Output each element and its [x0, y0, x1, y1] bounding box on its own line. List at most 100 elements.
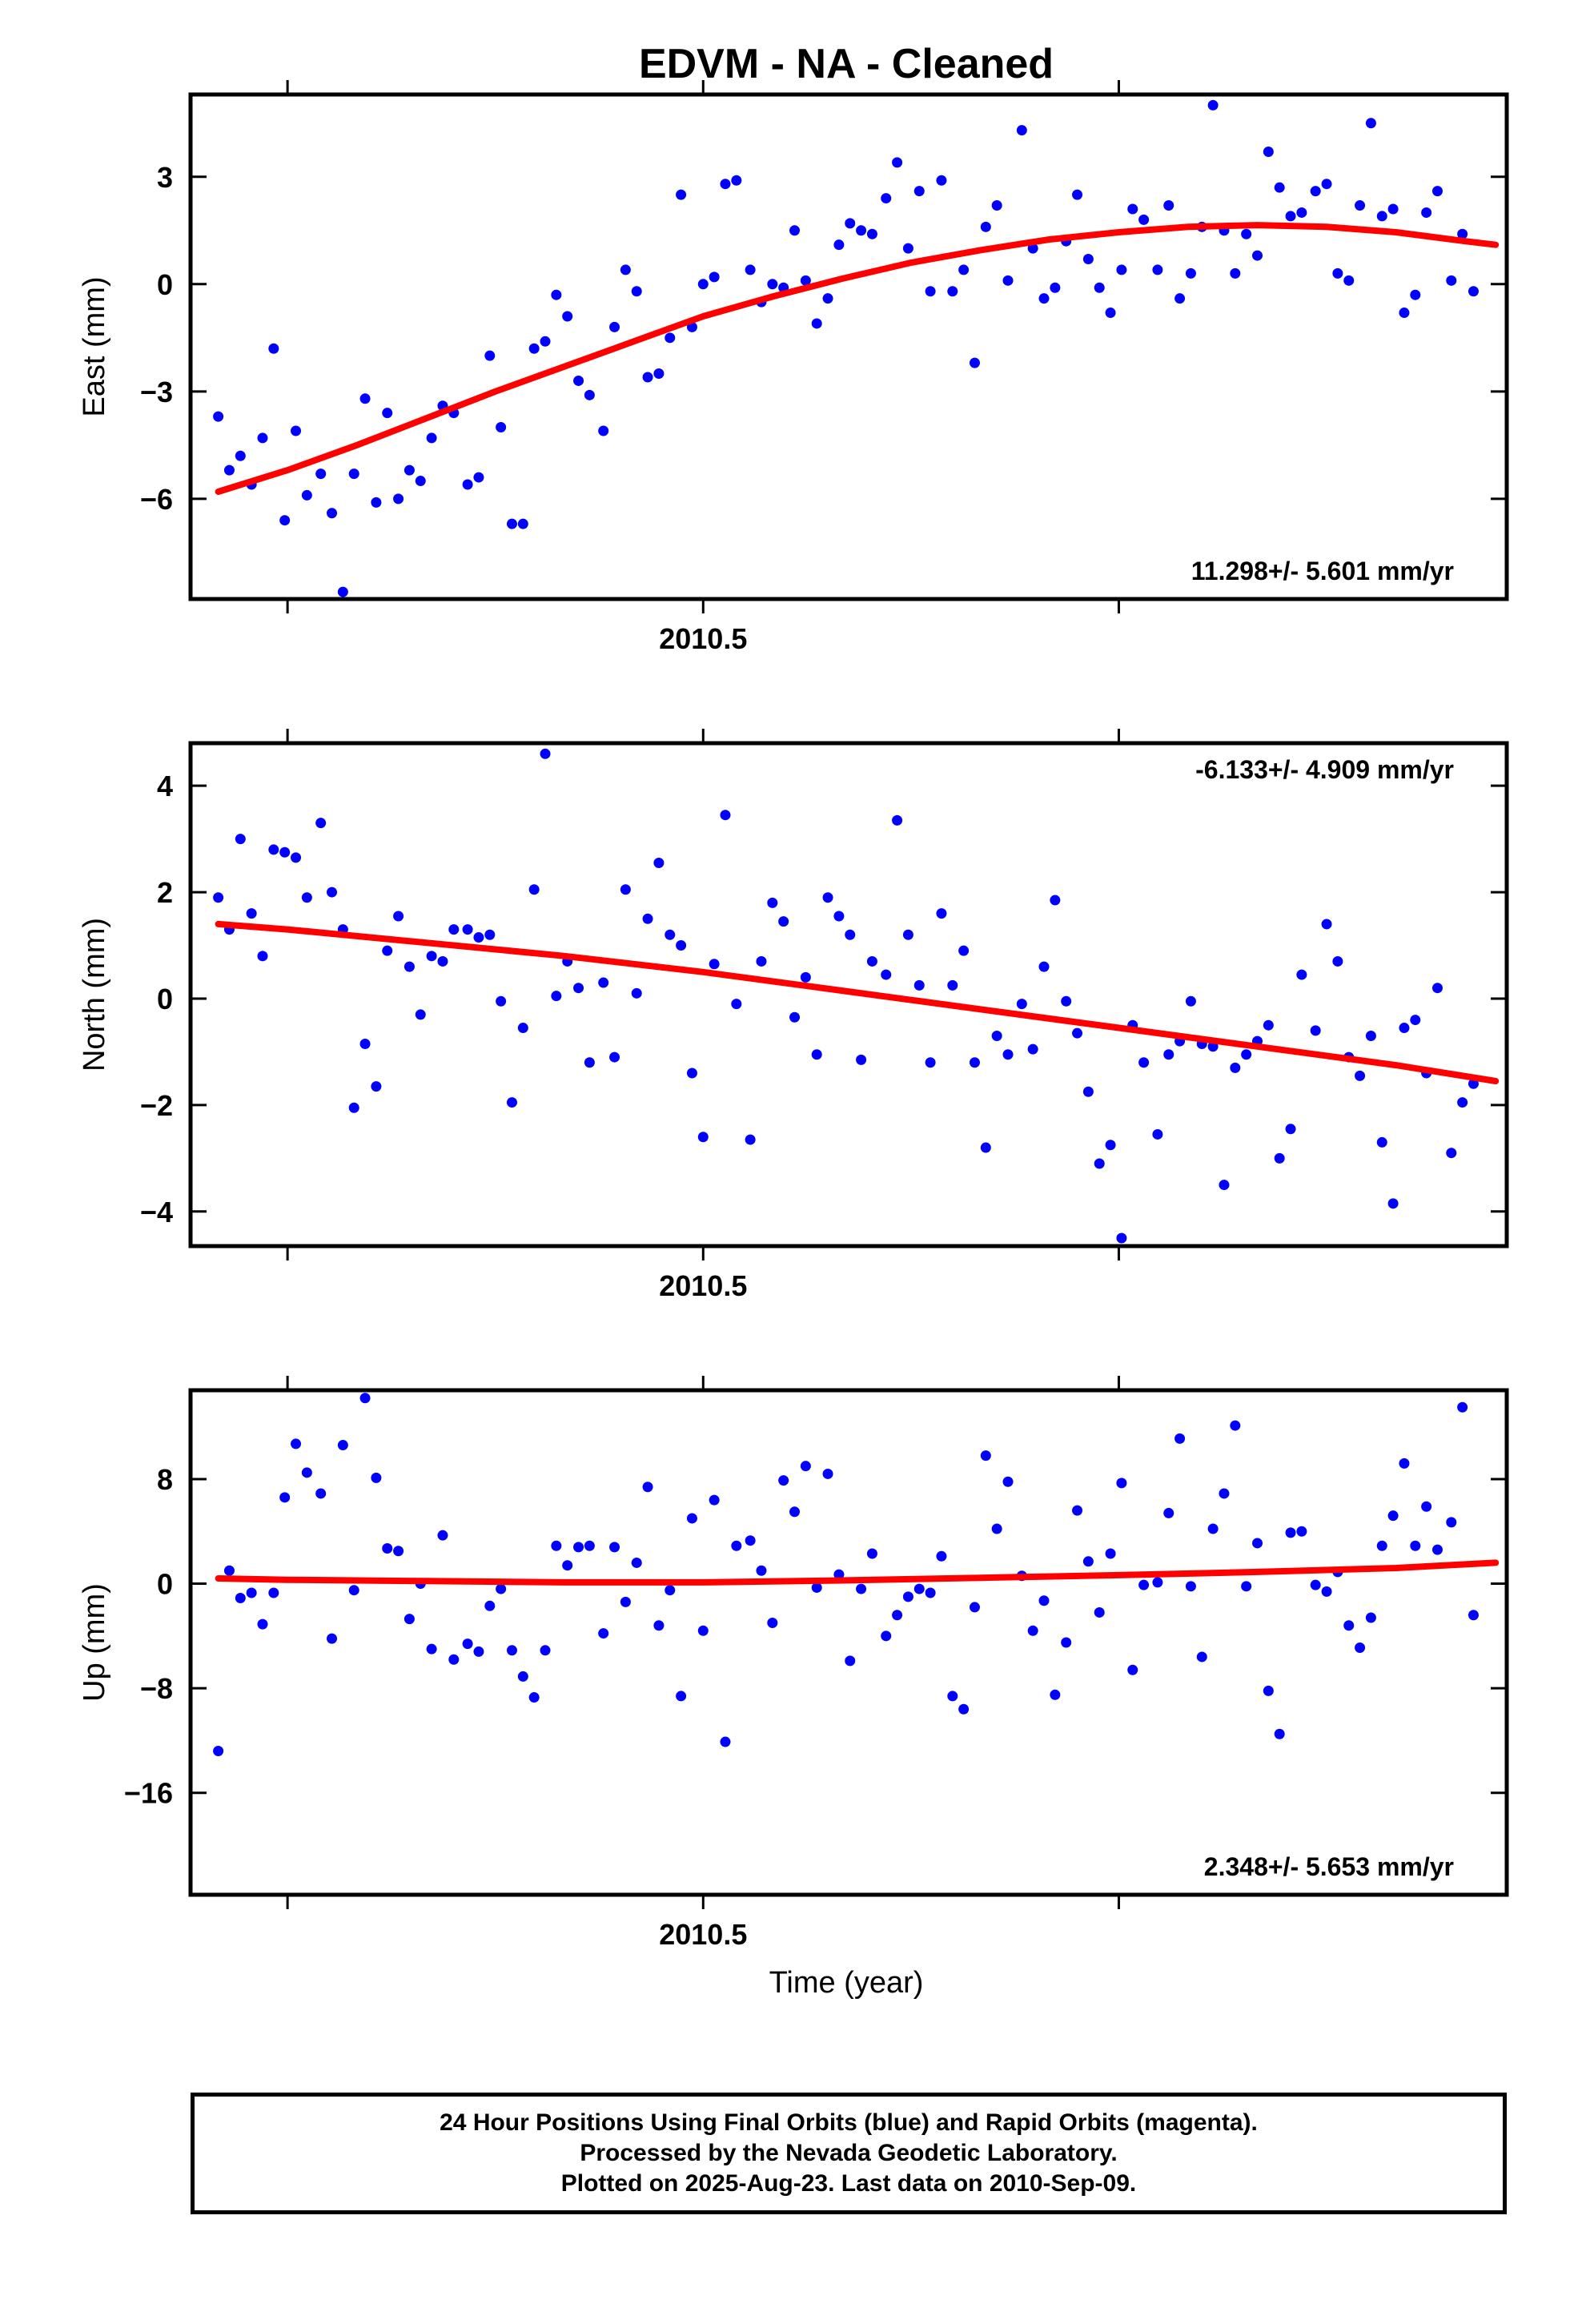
east-data-point	[925, 286, 936, 297]
up-data-point	[404, 1614, 415, 1625]
up-data-point	[1163, 1507, 1174, 1518]
east-data-point	[1296, 207, 1307, 218]
up-data-point	[1468, 1610, 1479, 1621]
east-data-point	[1038, 293, 1050, 304]
north-data-point	[415, 1009, 426, 1020]
up-data-point	[315, 1488, 327, 1499]
north-data-point	[1410, 1015, 1421, 1026]
east-data-point	[496, 422, 507, 433]
north-data-point	[1163, 1049, 1174, 1060]
east-data-point	[213, 411, 224, 422]
east-data-point	[642, 372, 653, 383]
up-data-point	[506, 1645, 517, 1656]
east-data-point	[991, 200, 1002, 211]
up-data-point	[631, 1557, 642, 1568]
east-data-point	[279, 515, 291, 526]
up-data-point	[462, 1638, 473, 1650]
east-data-point	[562, 311, 573, 322]
up-data-point	[991, 1523, 1002, 1534]
north-data-point	[811, 1049, 822, 1060]
east-data-point	[676, 189, 687, 200]
east-data-point	[359, 393, 371, 404]
up-data-point	[257, 1618, 268, 1630]
east-data-point	[866, 228, 877, 239]
east-data-point	[1138, 214, 1150, 225]
east-data-point	[709, 271, 720, 283]
up-data-point	[892, 1610, 903, 1621]
east-data-point	[598, 425, 609, 436]
north-data-point	[892, 814, 903, 826]
north-data-point	[235, 834, 246, 845]
north-data-point	[1002, 1049, 1014, 1060]
up-data-point	[1174, 1433, 1186, 1444]
east-data-point	[1241, 228, 1252, 239]
east-data-point	[1050, 282, 1061, 293]
east-data-point	[833, 239, 845, 251]
up-data-point	[540, 1645, 551, 1656]
up-data-point	[1252, 1538, 1263, 1549]
up-data-point	[279, 1492, 291, 1503]
east-rate-label: 11.298+/- 5.601 mm/yr	[1191, 557, 1454, 585]
north-data-point	[697, 1132, 709, 1143]
north-data-point	[642, 913, 653, 924]
north-data-point	[246, 908, 257, 919]
up-data-point	[925, 1587, 936, 1598]
north-data-point	[506, 1097, 517, 1108]
up-data-point	[327, 1633, 338, 1644]
up-data-point	[1457, 1401, 1468, 1413]
up-data-point	[1094, 1606, 1105, 1618]
east-data-point	[1152, 264, 1163, 275]
east-data-point	[1207, 99, 1219, 111]
up-data-point	[213, 1745, 224, 1756]
up-data-point	[1263, 1685, 1274, 1696]
east-data-point	[969, 357, 980, 368]
up-ytick-label: 8	[157, 1463, 173, 1496]
x-axis-title: Time (year)	[769, 1966, 924, 2000]
east-data-point	[902, 243, 913, 254]
east-data-point	[845, 218, 856, 229]
north-data-point	[496, 995, 507, 1007]
north-y-axis-title: North (mm)	[78, 918, 111, 1072]
east-data-point	[528, 343, 540, 354]
north-data-point	[1399, 1023, 1410, 1034]
north-data-point	[609, 1051, 620, 1063]
caption-line-2: Processed by the Nevada Geodetic Laborat…	[580, 2140, 1118, 2166]
north-data-point	[551, 991, 562, 1002]
north-data-point	[1332, 955, 1343, 967]
caption-line-3: Plotted on 2025-Aug-23. Last data on 201…	[560, 2170, 1137, 2197]
east-data-point	[822, 293, 833, 304]
north-data-point	[778, 916, 789, 927]
north-data-point	[437, 955, 448, 967]
north-data-point	[213, 892, 224, 903]
up-ytick-label: 0	[157, 1568, 173, 1601]
east-data-point	[393, 493, 404, 505]
up-data-point	[697, 1625, 709, 1636]
north-data-point	[1038, 961, 1050, 972]
north-data-point	[1457, 1097, 1468, 1108]
up-data-point	[528, 1692, 540, 1703]
east-xtick-label: 2010.5	[659, 622, 747, 655]
north-data-point	[1274, 1152, 1285, 1164]
north-data-point	[473, 932, 484, 943]
up-xtick-label: 2010.5	[659, 1918, 747, 1951]
up-data-point	[382, 1542, 393, 1554]
east-data-point	[1365, 118, 1376, 129]
east-data-point	[1027, 243, 1038, 254]
up-data-point	[1446, 1517, 1457, 1528]
north-data-point	[1027, 1043, 1038, 1055]
east-data-point	[936, 175, 947, 186]
east-data-point	[506, 518, 517, 529]
east-data-point	[551, 289, 562, 300]
up-data-point	[947, 1691, 958, 1702]
up-data-point	[1002, 1476, 1014, 1487]
up-data-point	[620, 1596, 631, 1607]
east-data-point	[720, 179, 731, 190]
up-data-point	[1138, 1579, 1150, 1590]
north-data-point	[902, 929, 913, 940]
north-data-point	[845, 929, 856, 940]
east-data-point	[404, 464, 415, 476]
east-data-point	[1127, 203, 1138, 215]
up-data-point	[676, 1691, 687, 1702]
north-data-point	[584, 1057, 595, 1068]
east-data-point	[1421, 207, 1432, 218]
